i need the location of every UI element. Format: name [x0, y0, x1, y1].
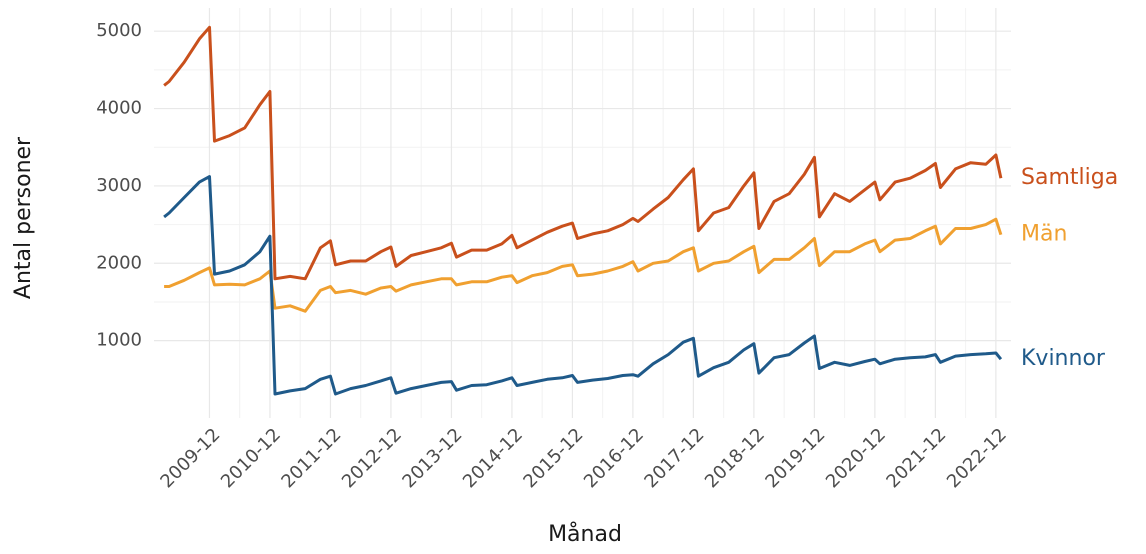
y-axis-label: Antal personer — [11, 136, 36, 299]
series-label: Kvinnor — [1021, 346, 1106, 371]
series-line — [163, 25, 1003, 281]
y-tick-label: 2000 — [96, 252, 142, 273]
x-tick-label: 2020-12 — [822, 424, 890, 492]
y-tick-label: 3000 — [96, 175, 142, 196]
x-tick-label: 2016-12 — [580, 424, 648, 492]
grid — [154, 8, 1011, 418]
x-tick-label: 2018-12 — [701, 424, 769, 492]
y-tick-label: 4000 — [96, 98, 142, 119]
x-tick-label: 2022-12 — [943, 424, 1011, 492]
series-label: Män — [1021, 222, 1067, 247]
series-line — [163, 175, 1003, 396]
x-tick-label: 2015-12 — [519, 424, 587, 492]
series-label: Samtliga — [1021, 165, 1118, 190]
x-tick-label: 2009-12 — [156, 424, 224, 492]
x-tick-label: 2017-12 — [640, 424, 708, 492]
x-tick-label: 2012-12 — [338, 424, 406, 492]
x-tick-label: 2013-12 — [398, 424, 466, 492]
x-tick-label: 2021-12 — [882, 424, 950, 492]
x-tick-label: 2019-12 — [761, 424, 829, 492]
x-axis-label: Månad — [548, 521, 622, 547]
series-line — [164, 217, 1003, 313]
y-tick-label: 5000 — [96, 20, 142, 41]
x-tick-label: 2010-12 — [217, 424, 285, 492]
x-tick-label: 2011-12 — [277, 424, 345, 492]
y-tick-label: 1000 — [96, 330, 142, 351]
x-tick-label: 2014-12 — [459, 424, 527, 492]
